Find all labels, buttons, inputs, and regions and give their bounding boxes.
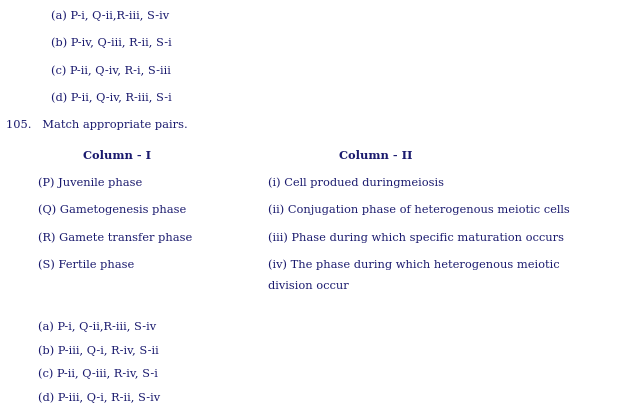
Text: (ii) Conjugation phase of heterogenous meiotic cells: (ii) Conjugation phase of heterogenous m… — [268, 204, 570, 215]
Text: (b) P-iv, Q-iii, R-ii, S-i: (b) P-iv, Q-iii, R-ii, S-i — [51, 38, 172, 48]
Text: Column - I: Column - I — [83, 149, 151, 160]
Text: (b) P-iii, Q-i, R-iv, S-ii: (b) P-iii, Q-i, R-iv, S-ii — [38, 344, 159, 355]
Text: (i) Cell produed duringmeiosis: (i) Cell produed duringmeiosis — [268, 177, 444, 187]
Text: (R) Gamete transfer phase: (R) Gamete transfer phase — [38, 231, 192, 242]
Text: Column - II: Column - II — [339, 149, 412, 160]
Text: (d) P-iii, Q-i, R-ii, S-iv: (d) P-iii, Q-i, R-ii, S-iv — [38, 391, 160, 402]
Text: (iii) Phase during which specific maturation occurs: (iii) Phase during which specific matura… — [268, 231, 564, 242]
Text: (c) P-ii, Q-iii, R-iv, S-i: (c) P-ii, Q-iii, R-iv, S-i — [38, 368, 158, 378]
Text: (a) P-i, Q-ii,R-iii, S-iv: (a) P-i, Q-ii,R-iii, S-iv — [51, 10, 169, 21]
Text: 105.   Match appropriate pairs.: 105. Match appropriate pairs. — [6, 120, 188, 130]
Text: (iv) The phase during which heterogenous meiotic: (iv) The phase during which heterogenous… — [268, 259, 560, 270]
Text: (Q) Gametogenesis phase: (Q) Gametogenesis phase — [38, 204, 187, 215]
Text: (P) Juvenile phase: (P) Juvenile phase — [38, 177, 142, 187]
Text: (c) P-ii, Q-iv, R-i, S-iii: (c) P-ii, Q-iv, R-i, S-iii — [51, 65, 171, 76]
Text: division occur: division occur — [268, 280, 349, 290]
Text: (d) P-ii, Q-iv, R-iii, S-i: (d) P-ii, Q-iv, R-iii, S-i — [51, 92, 172, 103]
Text: (a) P-i, Q-ii,R-iii, S-iv: (a) P-i, Q-ii,R-iii, S-iv — [38, 321, 157, 332]
Text: (S) Fertile phase: (S) Fertile phase — [38, 259, 135, 270]
